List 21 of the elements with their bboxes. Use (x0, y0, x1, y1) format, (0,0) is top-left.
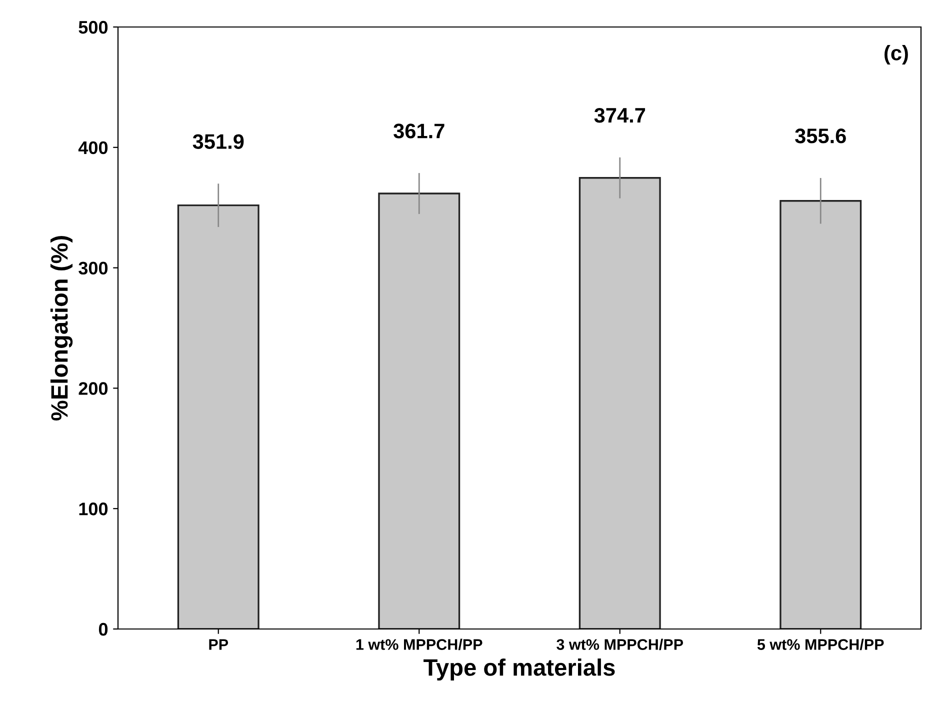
data-label: 351.9 (192, 134, 244, 149)
y-tick-label: 100 (79, 502, 108, 516)
bar (578, 177, 661, 629)
y-tick-label: 0 (98, 622, 108, 636)
bar (378, 192, 460, 629)
y-tick-label: 200 (78, 382, 108, 395)
y-tick-label: 400 (78, 141, 108, 154)
x-tick-label: PP (209, 639, 228, 650)
bar (780, 200, 862, 629)
y-tick-label: 500 (78, 20, 108, 34)
y-tick-label: 300 (78, 262, 108, 275)
x-tick-label: 5 wt% MPPCH/PP (757, 638, 884, 650)
x-axis-title: Type of materials (424, 658, 615, 681)
bar (177, 204, 260, 629)
data-label: 361.7 (394, 124, 444, 138)
x-tick-label: 3 wt% MPPCH/PP (556, 638, 684, 650)
data-label: 355.6 (795, 128, 846, 144)
annotation: (c) (884, 45, 908, 64)
data-label: 374.7 (594, 108, 646, 123)
x-tick-label: 1 wt% MPPCH/PP (356, 638, 482, 650)
y-axis-title: %Elongation (%) (50, 236, 73, 421)
